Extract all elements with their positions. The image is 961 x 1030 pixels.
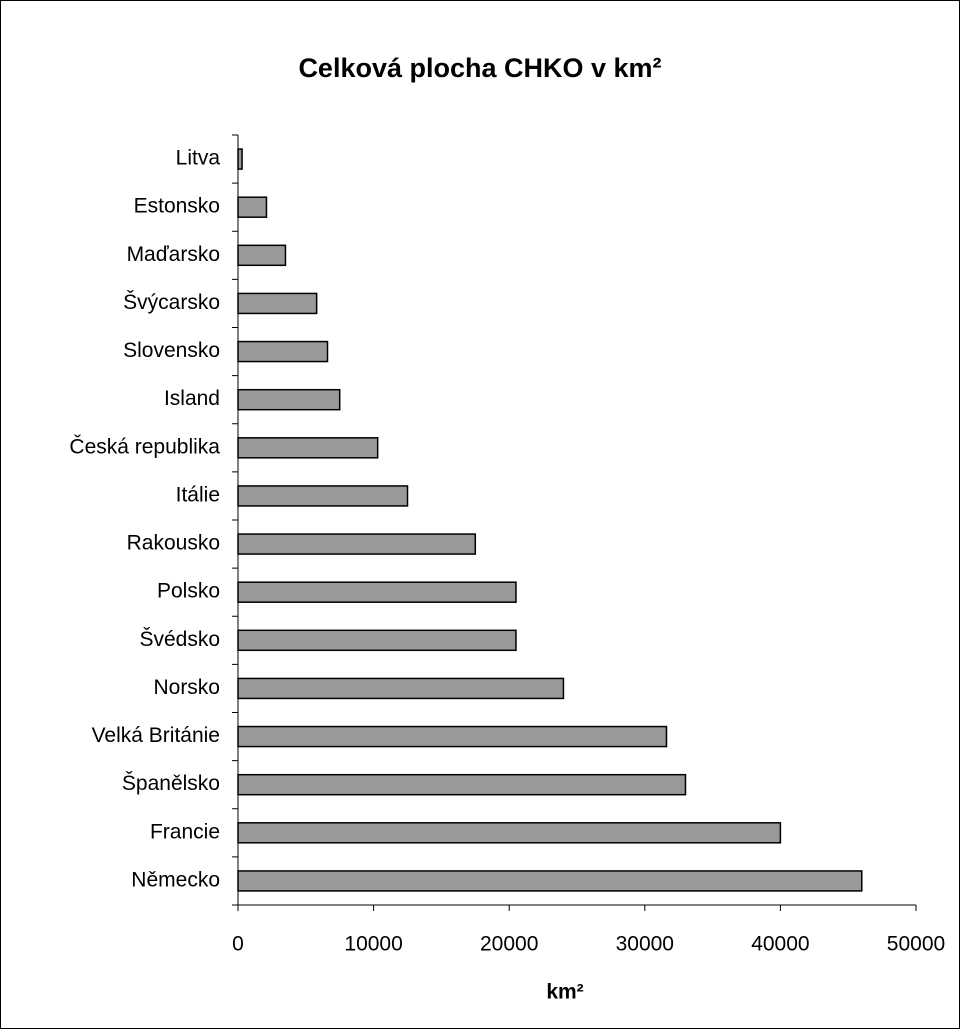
bar bbox=[237, 485, 409, 507]
y-tick-label: Norsko bbox=[153, 676, 220, 699]
bar bbox=[237, 340, 329, 363]
bar bbox=[237, 581, 517, 603]
bar bbox=[237, 773, 687, 796]
y-tick-label: Německo bbox=[131, 868, 220, 891]
bar bbox=[237, 292, 318, 315]
bar bbox=[237, 244, 287, 267]
y-tick-label: Island bbox=[164, 387, 220, 410]
y-tick-label: Slovensko bbox=[123, 339, 220, 362]
y-tick-label: Švýcarsko bbox=[123, 291, 220, 314]
y-tick-label: Rakousko bbox=[127, 532, 220, 555]
y-tick-label: Itálie bbox=[176, 483, 220, 506]
y-tick-label: Francie bbox=[150, 820, 220, 843]
bar bbox=[237, 725, 668, 748]
x-tick-label: 0 bbox=[232, 933, 244, 956]
bar bbox=[237, 196, 268, 218]
y-tick-label: Španělsko bbox=[122, 772, 220, 795]
bar bbox=[237, 148, 243, 170]
y-tick-label: Velká Británie bbox=[92, 724, 220, 747]
y-tick-label: Česká republika bbox=[69, 435, 220, 458]
x-tick-label: 10000 bbox=[344, 933, 402, 956]
bar bbox=[237, 533, 477, 555]
y-tick-label: Švédsko bbox=[139, 628, 220, 651]
x-tick-label: 50000 bbox=[887, 933, 945, 956]
chart-title: Celková plocha CHKO v km² bbox=[298, 53, 661, 83]
bar bbox=[237, 437, 379, 459]
x-tick-label: 20000 bbox=[480, 933, 538, 956]
bar bbox=[237, 822, 782, 844]
bar bbox=[237, 388, 341, 411]
bar bbox=[237, 629, 517, 652]
bar bbox=[237, 870, 863, 892]
y-tick-label: Litva bbox=[176, 147, 221, 170]
y-tick-label: Estonsko bbox=[134, 195, 220, 218]
x-axis-title: km² bbox=[546, 981, 583, 1004]
x-tick-label: 30000 bbox=[616, 933, 674, 956]
y-tick-label: Maďarsko bbox=[127, 243, 220, 266]
y-tick-label: Polsko bbox=[157, 580, 220, 603]
x-tick-label: 40000 bbox=[751, 933, 809, 956]
bar bbox=[237, 677, 565, 700]
